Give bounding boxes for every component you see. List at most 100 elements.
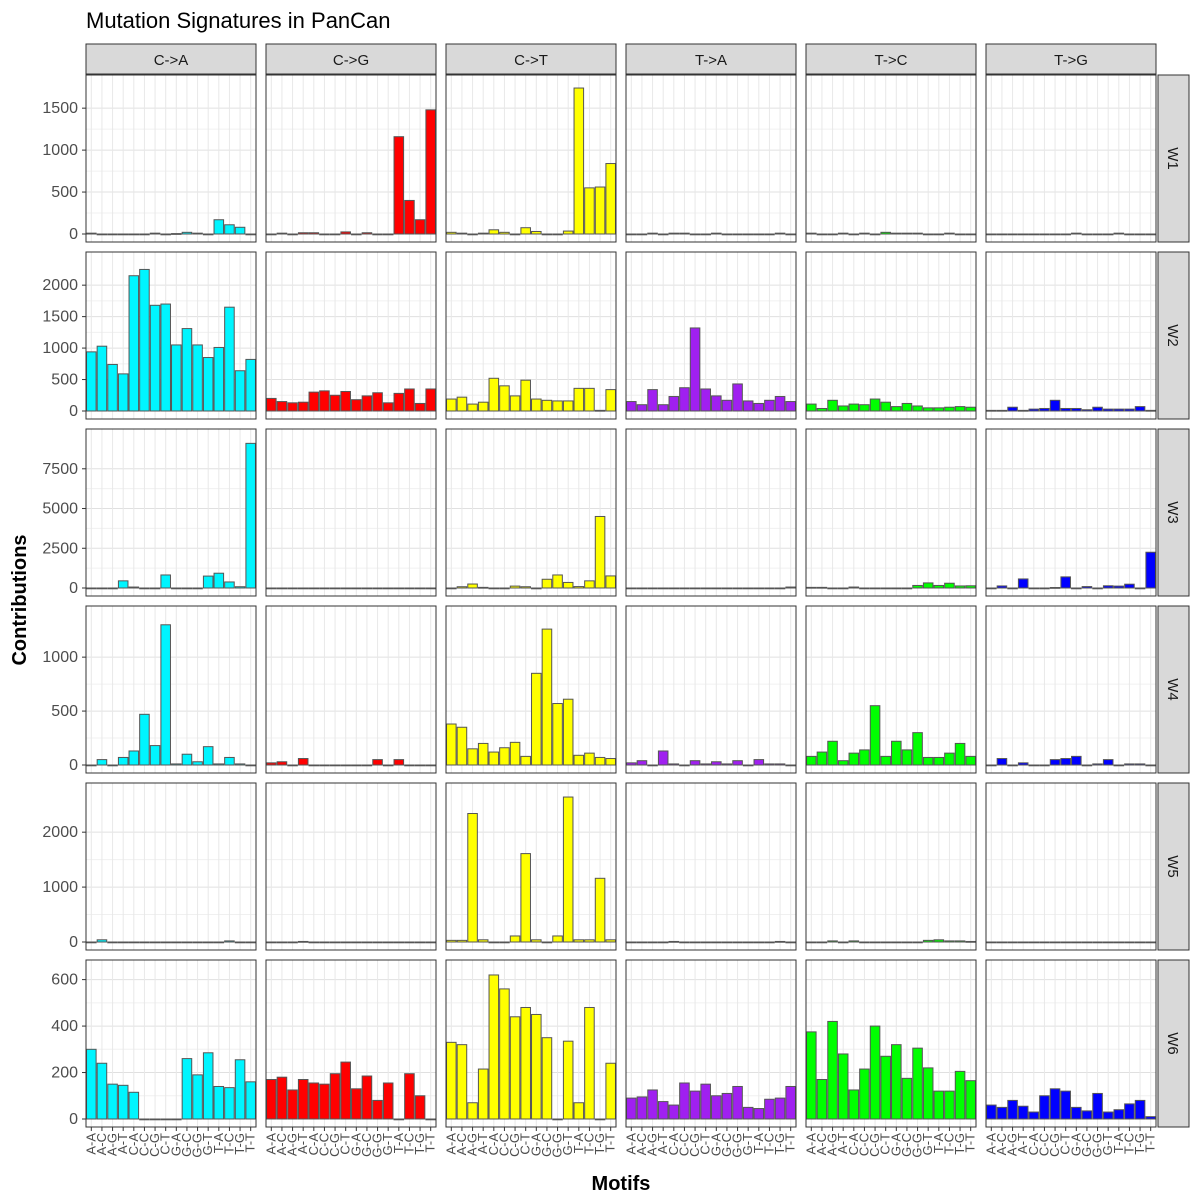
bar-w1-t-to-a-a-t — [657, 233, 669, 236]
bar-w1-c-to-a-a-g — [107, 233, 118, 236]
bar-w1-c-to-a-c-t — [160, 233, 171, 236]
bar-w3-c-to-t-c-a — [488, 587, 500, 590]
bar-w1-c-to-g-g-t — [382, 233, 394, 236]
bar-w5-c-to-g-t-a — [393, 941, 405, 944]
bar-w3-c-to-t-a-a — [446, 587, 457, 590]
bar-w2-t-to-g-g-c — [1081, 409, 1093, 412]
bar-w3-t-to-a-a-c — [636, 587, 648, 590]
bar-w1-c-to-a-g-c — [181, 231, 193, 235]
bar-w1-c-to-t-g-a — [531, 230, 542, 235]
bar-w1-t-to-g-t-t — [1145, 233, 1156, 236]
bar-w5-t-to-g-c-t — [1060, 941, 1071, 944]
bar-w1-t-to-c-c-a — [848, 233, 860, 236]
bar-w3-c-to-t-t-t — [605, 575, 616, 589]
x-tick-label-t-to-c-g-g: G-G — [910, 1133, 925, 1158]
y-tick-label-w6: 0 — [69, 1111, 78, 1128]
x-tick-label-t-to-a-a-a: A-A — [623, 1133, 638, 1155]
strip-label-c-to-g: C->G — [333, 52, 369, 69]
bar-w5-c-to-a-c-g — [149, 941, 161, 944]
bar-w1-t-to-c-g-a — [891, 232, 902, 235]
bar-w1-t-to-c-a-c — [816, 233, 828, 236]
bar-w3-t-to-a-g-g — [732, 587, 743, 590]
bar-w1-t-to-g-c-g — [1049, 233, 1061, 236]
bar-w5-t-to-a-a-t — [657, 941, 669, 944]
bar-w2-c-to-t-g-a — [531, 398, 542, 412]
bar-w2-t-to-c-g-c — [901, 402, 913, 412]
bar-w3-t-to-c-a-a — [806, 586, 817, 589]
bar-w4-c-to-t-a-a — [446, 723, 457, 766]
bar-w1-c-to-t-c-a — [488, 229, 500, 235]
bar-w5-c-to-g-a-a — [266, 941, 277, 944]
x-tick-label-c-to-a-t-c: T-C — [221, 1133, 236, 1154]
bar-w3-c-to-t-a-t — [477, 586, 489, 589]
bar-w2-c-to-g-t-g — [414, 402, 426, 412]
bar-w4-t-to-g-a-g — [1007, 764, 1018, 767]
bar-w3-t-to-g-g-c — [1081, 586, 1093, 589]
bar-w5-t-to-c-a-c — [816, 941, 828, 944]
bar-w4-t-to-a-a-g — [647, 764, 658, 767]
bar-w6-t-to-c-c-c — [859, 1068, 870, 1120]
bar-w1-t-to-g-c-c — [1039, 233, 1050, 236]
bar-w5-t-to-a-c-c — [679, 941, 690, 944]
bar-w3-t-to-g-g-t — [1102, 585, 1114, 589]
bar-w1-c-to-t-t-t — [605, 163, 616, 235]
bar-w5-t-to-c-g-c — [901, 941, 913, 944]
bar-w5-t-to-g-c-g — [1049, 941, 1061, 944]
x-tick-label-t-to-g-g-c: G-C — [1079, 1133, 1094, 1157]
panel-border-w6-t-to-a — [625, 959, 797, 1128]
bar-w6-t-to-a-c-t — [700, 1083, 711, 1120]
bar-w6-c-to-g-g-a — [351, 1088, 362, 1120]
bar-w3-t-to-g-c-c — [1039, 587, 1050, 590]
x-tick-label-t-to-a-c-a: C-A — [666, 1133, 681, 1156]
bar-w1-t-to-g-c-a — [1028, 233, 1040, 236]
x-tick-label-t-to-g-g-g: G-G — [1090, 1133, 1105, 1158]
panel-border-w5-t-to-a — [625, 782, 797, 951]
x-tick-label-c-to-a-a-t: A-T — [115, 1133, 130, 1154]
x-tick-label-t-to-c-t-g: T-G — [952, 1133, 967, 1155]
bar-w1-c-to-g-g-g — [372, 233, 383, 236]
y-tick-label-w6: 400 — [51, 1018, 78, 1035]
bar-w3-c-to-a-a-t — [117, 580, 129, 589]
bar-w1-t-to-g-a-c — [996, 233, 1008, 236]
bar-w6-c-to-a-g-a — [171, 1118, 182, 1121]
x-tick-label-c-to-a-a-g: A-G — [105, 1133, 120, 1156]
bar-w1-c-to-g-c-a — [308, 232, 320, 235]
x-tick-label-t-to-a-g-c: G-C — [719, 1133, 734, 1157]
bar-w4-c-to-g-t-g — [414, 764, 426, 767]
bar-w1-c-to-a-g-g — [192, 232, 203, 235]
bar-w3-t-to-c-c-t — [880, 587, 891, 590]
bar-w6-t-to-a-a-c — [636, 1096, 648, 1120]
bar-w5-c-to-a-c-t — [160, 941, 171, 944]
bar-w5-t-to-a-g-g — [732, 941, 743, 944]
bar-w2-c-to-a-c-a — [128, 275, 140, 412]
bar-w5-t-to-g-t-a — [1113, 941, 1125, 944]
bar-w1-c-to-t-t-g — [594, 186, 606, 235]
bar-w2-c-to-g-g-a — [351, 399, 362, 412]
bar-w6-t-to-a-g-g — [732, 1085, 743, 1120]
strip-label-t-to-a: T->A — [695, 52, 727, 69]
bar-w1-t-to-c-c-c — [859, 232, 870, 235]
bar-w6-t-to-c-t-g — [954, 1070, 966, 1120]
panel-border-w5-t-to-c — [805, 782, 977, 951]
bar-w6-t-to-g-g-c — [1081, 1110, 1093, 1120]
bar-w4-c-to-a-t-g — [234, 763, 246, 766]
y-tick-label-w2: 1000 — [42, 340, 78, 357]
bar-w3-c-to-g-t-t — [425, 587, 436, 590]
bar-w5-c-to-t-a-g — [467, 813, 478, 943]
bar-w6-t-to-c-a-a — [806, 1031, 817, 1120]
bar-w1-t-to-g-g-g — [1092, 233, 1103, 236]
x-tick-label-c-to-t-t-t: T-T — [603, 1133, 618, 1153]
bar-w1-c-to-t-a-a — [446, 231, 457, 235]
bar-w3-t-to-g-t-a — [1113, 585, 1125, 589]
bar-w4-t-to-a-a-t — [657, 750, 669, 766]
x-tick-label-t-to-g-c-t: C-T — [1058, 1133, 1073, 1155]
x-tick-label-c-to-t-a-t: A-T — [475, 1133, 490, 1154]
bar-w1-c-to-a-a-a — [86, 232, 97, 235]
bar-w2-c-to-t-a-g — [467, 403, 478, 412]
bar-w4-c-to-a-a-a — [86, 764, 97, 767]
bar-w5-t-to-c-g-g — [912, 941, 923, 944]
bar-w5-c-to-g-t-c — [404, 941, 415, 944]
bar-w3-c-to-a-a-c — [96, 587, 108, 590]
x-tick-label-c-to-t-t-c: T-C — [581, 1133, 596, 1154]
bar-w5-t-to-g-g-t — [1102, 941, 1114, 944]
